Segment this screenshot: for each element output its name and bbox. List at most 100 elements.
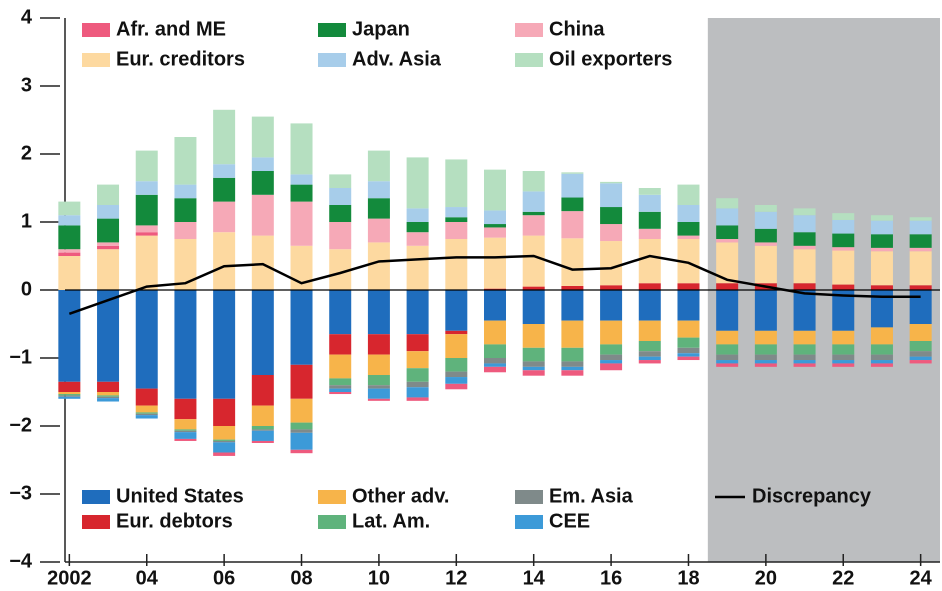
bar-segment <box>213 290 236 399</box>
bar-segment <box>677 356 700 361</box>
bar-segment <box>367 354 390 375</box>
legend-label: Em. Asia <box>549 485 634 507</box>
y-tick-label: 0 <box>21 278 32 300</box>
legend-label: Discrepancy <box>752 485 872 507</box>
bar-segment <box>832 330 855 345</box>
discrepancy-line <box>68 254 921 315</box>
bar-segment <box>600 285 623 290</box>
bar-segment <box>600 241 623 286</box>
bar-segment <box>406 208 429 222</box>
bar-segment <box>909 351 932 357</box>
bar-segment <box>97 242 120 246</box>
x-tick-label: 16 <box>600 567 622 589</box>
bar-segment <box>754 344 777 355</box>
bar-segment <box>638 351 661 357</box>
bar-segment <box>58 215 81 226</box>
y-tick-label: 1 <box>21 210 32 232</box>
bar-segment <box>135 235 158 290</box>
bar-segment <box>909 341 932 352</box>
x-tick-label: 22 <box>832 567 854 589</box>
bar-segment <box>484 224 506 228</box>
bar-segment <box>174 290 197 399</box>
bar-segment <box>909 290 932 324</box>
bar-segment <box>677 239 700 284</box>
bar-segment <box>484 237 506 289</box>
legend-swatch <box>82 53 110 67</box>
bar-segment <box>406 334 429 352</box>
bar-segment <box>909 251 932 286</box>
bar-segment <box>290 201 313 246</box>
bar-segment <box>445 334 468 358</box>
bar-segment <box>600 363 623 371</box>
bar-segment <box>135 194 158 226</box>
legend-label: Afr. and ME <box>116 18 226 40</box>
y-tick-label: 2 <box>21 142 32 164</box>
bar-segment <box>793 290 816 331</box>
bar-segment <box>329 334 352 355</box>
bar-segment <box>484 366 506 373</box>
bar-segment <box>58 249 81 253</box>
bar-segment <box>135 232 158 236</box>
bar-segment <box>600 290 623 321</box>
bar-segment <box>135 412 158 414</box>
legend-label: Eur. creditors <box>116 48 245 70</box>
bar-segment <box>832 233 855 248</box>
bar-segment <box>445 371 468 378</box>
bar-segment <box>484 320 506 345</box>
bar-segment <box>367 398 390 401</box>
bar-segment <box>213 398 236 426</box>
bar-segment <box>832 363 855 367</box>
legend-label: Japan <box>352 18 410 40</box>
bar-segment <box>406 157 429 209</box>
bar-segment <box>561 172 584 174</box>
bar-segment <box>251 440 274 443</box>
bar-segment <box>251 375 274 406</box>
bar-segment <box>367 181 390 199</box>
bar-segment <box>58 225 81 250</box>
bar-segment <box>638 290 661 321</box>
bar-segment <box>445 358 468 372</box>
bar-segment <box>909 285 932 290</box>
bar-segment <box>97 184 120 205</box>
bar-segment <box>561 211 584 239</box>
bar-segment <box>600 207 623 225</box>
legend-label: Oil exporters <box>549 48 672 70</box>
bar-segment <box>677 290 700 321</box>
bar-segment <box>793 245 816 250</box>
bar-segment <box>406 232 429 246</box>
bar-segment <box>445 217 468 222</box>
bar-segment <box>522 211 545 216</box>
bar-segment <box>793 249 816 284</box>
bar-segment <box>909 360 932 364</box>
bar-segment <box>522 286 545 290</box>
bar-segment <box>600 354 623 361</box>
bar-segment <box>329 392 352 395</box>
bar-segment <box>445 159 468 208</box>
bar-segment <box>97 396 120 399</box>
bar-segment <box>677 205 700 222</box>
bar-segment <box>638 239 661 284</box>
y-tick-label: 4 <box>21 6 33 28</box>
bar-segment <box>638 320 661 341</box>
bar-segment <box>793 354 816 361</box>
bar-segment <box>58 256 81 290</box>
bar-segment <box>251 171 274 195</box>
bar-segment <box>58 392 81 395</box>
bar-segment <box>97 392 120 396</box>
bar-segment <box>832 284 855 290</box>
legend-swatch <box>515 53 543 67</box>
bar-segment <box>174 398 197 420</box>
bar-segment <box>870 354 893 361</box>
bar-segment <box>251 430 274 441</box>
bar-segment <box>870 285 893 290</box>
bar-segment <box>445 290 468 331</box>
bar-segment <box>793 232 816 246</box>
bar-segment <box>600 181 623 184</box>
legend-label: CEE <box>549 510 590 532</box>
bar-segment <box>367 334 390 355</box>
bar-segment <box>445 330 468 335</box>
bar-segment <box>793 363 816 367</box>
bar-segment <box>754 242 777 246</box>
bar-segment <box>600 224 623 242</box>
